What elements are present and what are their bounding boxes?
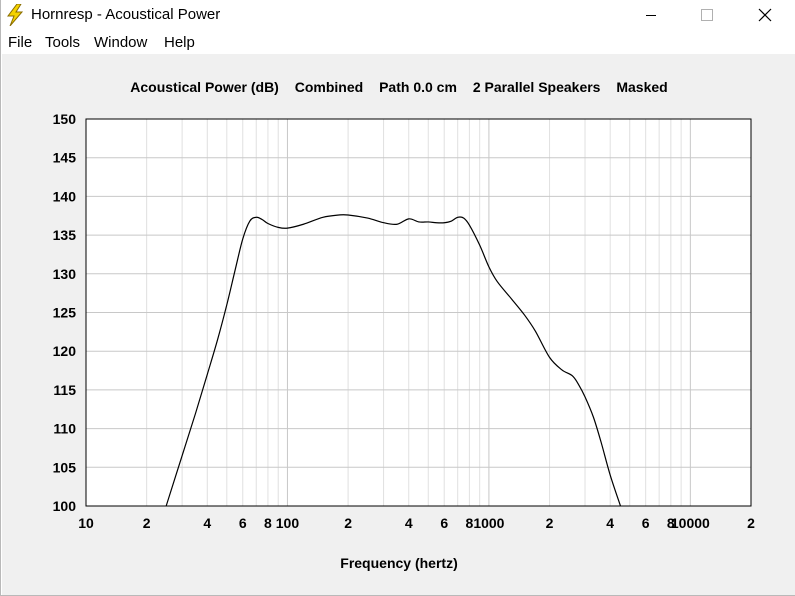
title-speakers: 2 Parallel Speakers xyxy=(473,79,601,95)
y-axis-ticks: 100 105 110 115 120 125 130 135 140 145 150 xyxy=(53,111,77,514)
power-curve xyxy=(165,214,622,507)
maximize-icon xyxy=(701,9,713,21)
title-mode: Combined xyxy=(295,79,363,95)
chart-panel: Acoustical Power (dB) Combined Path 0.0 … xyxy=(2,54,795,595)
menu-window[interactable]: Window xyxy=(94,34,148,51)
x-tick-label: 10000 xyxy=(671,515,710,531)
x-tick-label: 2 xyxy=(747,515,755,531)
y-tick-label: 110 xyxy=(53,421,76,437)
x-tick-label: 2 xyxy=(344,515,352,531)
x-tick-label: 2 xyxy=(546,515,554,531)
y-tick-label: 125 xyxy=(53,305,77,321)
title-masked: Masked xyxy=(616,79,667,95)
x-tick-label: 4 xyxy=(405,515,413,531)
x-tick-label: 6 xyxy=(440,515,448,531)
x-tick-label: 1000 xyxy=(473,515,504,531)
x-tick-label: 4 xyxy=(606,515,614,531)
x-axis-label: Frequency (hertz) xyxy=(340,555,457,571)
y-tick-label: 150 xyxy=(53,111,77,127)
acoustical-power-chart: Acoustical Power (dB) Combined Path 0.0 … xyxy=(53,79,755,571)
y-tick-label: 140 xyxy=(53,188,77,204)
menu-bar: File Tools Window Help xyxy=(1,30,795,54)
window-title: Hornresp - Acoustical Power xyxy=(31,6,221,23)
x-tick-label: 10 xyxy=(78,515,94,531)
close-icon xyxy=(758,8,772,22)
x-tick-label: 8 xyxy=(465,515,473,531)
y-tick-label: 115 xyxy=(53,382,76,398)
x-tick-label: 4 xyxy=(203,515,211,531)
y-tick-label: 120 xyxy=(53,343,77,359)
lightning-icon xyxy=(7,4,24,26)
menu-tools[interactable]: Tools xyxy=(45,34,81,51)
maximize-button[interactable] xyxy=(684,0,730,30)
title-bar[interactable]: Hornresp - Acoustical Power xyxy=(1,0,795,30)
title-quantity: Acoustical Power (dB) xyxy=(130,79,279,95)
y-tick-label: 145 xyxy=(53,150,77,166)
minimize-button[interactable] xyxy=(628,0,674,30)
minimize-icon xyxy=(646,15,656,16)
plot-title: Acoustical Power (dB) Combined Path 0.0 … xyxy=(130,79,667,95)
y-tick-label: 135 xyxy=(53,227,77,243)
x-tick-label: 6 xyxy=(239,515,247,531)
x-tick-label: 8 xyxy=(264,515,272,531)
close-button[interactable] xyxy=(742,0,788,30)
x-tick-label: 2 xyxy=(143,515,151,531)
y-tick-label: 100 xyxy=(53,498,77,514)
x-tick-label: 100 xyxy=(276,515,300,531)
y-tick-label: 130 xyxy=(53,266,77,282)
title-path: Path 0.0 cm xyxy=(379,79,457,95)
x-tick-label: 6 xyxy=(642,515,650,531)
y-tick-label: 105 xyxy=(53,459,77,475)
menu-help[interactable]: Help xyxy=(164,34,195,51)
x-tick-label: 8 xyxy=(667,515,675,531)
plot-frame xyxy=(85,118,752,507)
menu-file[interactable]: File xyxy=(8,34,33,51)
